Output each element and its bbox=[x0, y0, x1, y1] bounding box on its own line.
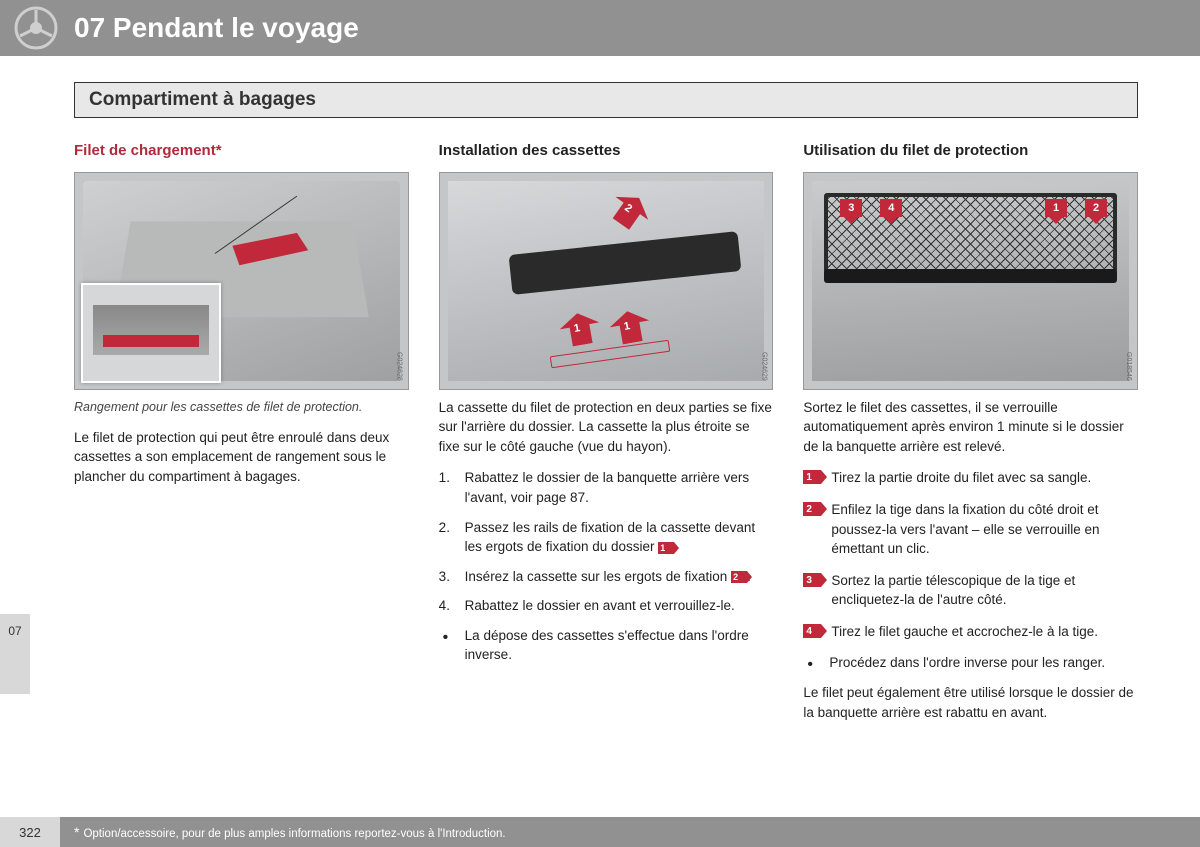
fig2-code: G024629 bbox=[758, 352, 768, 381]
red-badge-2 bbox=[803, 502, 821, 516]
col3-heading: Utilisation du filet de protection bbox=[803, 140, 1138, 162]
footer-star: * bbox=[74, 824, 79, 840]
col2-step-2: Passez les rails de fixation de la casse… bbox=[439, 518, 774, 557]
col3-step-1: Tirez la partie droite du filet avec sa … bbox=[803, 468, 1138, 488]
fig1-code: G024628 bbox=[394, 352, 404, 381]
inline-badge-1: 1 bbox=[658, 542, 674, 554]
footer-bar: 322 *Option/accessoire, pour de plus amp… bbox=[0, 817, 1200, 847]
figure-3: 3 4 1 2 G018546 bbox=[803, 172, 1138, 390]
column-3: Utilisation du filet de protection 3 4 1… bbox=[803, 140, 1138, 734]
column-2: Installation des cassettes G024629 La ca… bbox=[439, 140, 774, 734]
section-title-bar: Compartiment à bagages bbox=[74, 82, 1138, 118]
fig3-bar bbox=[824, 269, 1117, 283]
col3-redlist: Tirez la partie droite du filet avec sa … bbox=[803, 468, 1138, 641]
col2-heading: Installation des cassettes bbox=[439, 140, 774, 162]
column-1: Filet de chargement* G024628 Rangement p… bbox=[74, 140, 409, 734]
col2-intro: La cassette du filet de protection en de… bbox=[439, 398, 774, 457]
col2-bullets: La dépose des cassettes s'effectue dans … bbox=[439, 626, 774, 665]
fig3-code: G018546 bbox=[1123, 352, 1133, 381]
page-body: Compartiment à bagages Filet de chargeme… bbox=[0, 56, 1200, 734]
fig1-caption: Rangement pour les cassettes de filet de… bbox=[74, 398, 409, 416]
columns: Filet de chargement* G024628 Rangement p… bbox=[74, 140, 1138, 734]
red-badge-3 bbox=[803, 573, 821, 587]
col2-step-4: Rabattez le dossier en avant et verrouil… bbox=[439, 596, 774, 616]
col3-intro: Sortez le filet des cassettes, il se ver… bbox=[803, 398, 1138, 457]
steering-wheel-icon bbox=[14, 6, 58, 50]
figure-2: G024629 bbox=[439, 172, 774, 390]
red-badge-1 bbox=[803, 470, 821, 484]
fig3-num-2: 2 bbox=[1085, 199, 1107, 217]
page-number: 322 bbox=[0, 817, 60, 847]
col1-heading: Filet de chargement* bbox=[74, 140, 409, 162]
footer-text: *Option/accessoire, pour de plus amples … bbox=[74, 824, 506, 840]
figure-1: G024628 bbox=[74, 172, 409, 390]
col2-bullet-1: La dépose des cassettes s'effectue dans … bbox=[439, 626, 774, 665]
col3-step-3: Sortez la partie télescopique de la tige… bbox=[803, 571, 1138, 610]
fig1-inset bbox=[81, 283, 221, 383]
col2-step-3: Insérez la cassette sur les ergots de fi… bbox=[439, 567, 774, 587]
col3-closing: Le filet peut également être utilisé lor… bbox=[803, 683, 1138, 722]
col3-step-2: Enfilez la tige dans la fixation du côté… bbox=[803, 500, 1138, 559]
red-badge-4 bbox=[803, 624, 821, 638]
side-tab: 07 bbox=[0, 614, 30, 694]
chapter-title: 07 Pendant le voyage bbox=[74, 12, 359, 44]
fig3-num-1: 1 bbox=[1045, 199, 1067, 217]
section-title: Compartiment à bagages bbox=[89, 89, 316, 110]
col1-para: Le filet de protection qui peut être enr… bbox=[74, 428, 409, 487]
fig3-num-4: 4 bbox=[880, 199, 902, 217]
chapter-header: 07 Pendant le voyage bbox=[0, 0, 1200, 56]
side-tab-label: 07 bbox=[8, 624, 21, 638]
inline-badge-2: 2 bbox=[731, 571, 747, 583]
col3-step-4: Tirez le filet gauche et accrochez-le à … bbox=[803, 622, 1138, 642]
col3-bullet-1: Procédez dans l'ordre inverse pour les r… bbox=[803, 653, 1138, 673]
col2-step-1: Rabattez le dossier de la banquette arri… bbox=[439, 468, 774, 507]
fig3-num-3: 3 bbox=[840, 199, 862, 217]
col2-steps: Rabattez le dossier de la banquette arri… bbox=[439, 468, 774, 615]
col3-bullets: Procédez dans l'ordre inverse pour les r… bbox=[803, 653, 1138, 673]
fig3-net bbox=[824, 193, 1117, 273]
